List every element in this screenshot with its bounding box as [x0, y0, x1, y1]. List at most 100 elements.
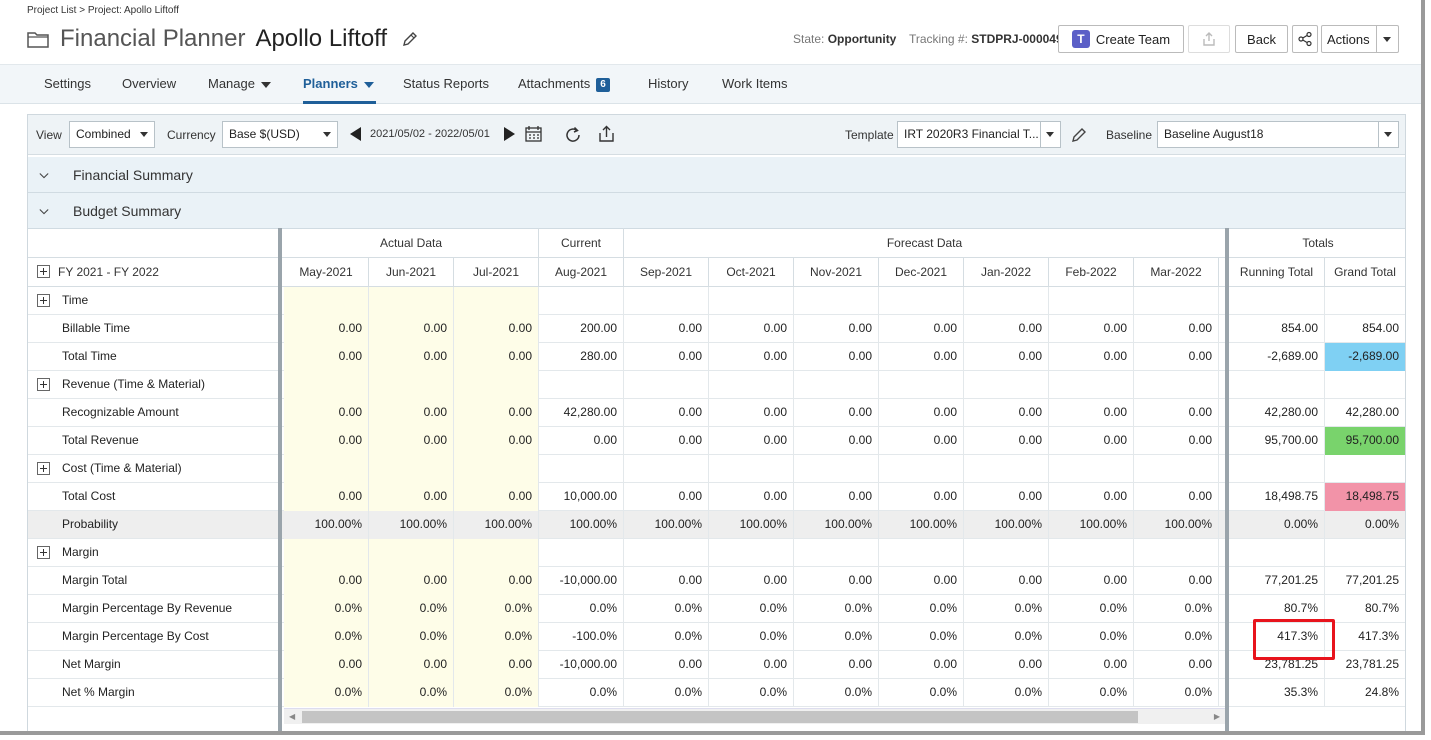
actions-button[interactable]: Actions: [1321, 25, 1399, 53]
baseline-select[interactable]: Baseline August18: [1157, 121, 1399, 148]
grid-cell[interactable]: 0.0%: [369, 679, 454, 707]
row-label[interactable]: Time: [28, 287, 278, 315]
scrollbar-thumb[interactable]: [302, 711, 1138, 723]
grid-cell[interactable]: [369, 539, 454, 567]
export-icon[interactable]: [598, 125, 615, 143]
grid-cell[interactable]: 0.0%: [454, 679, 539, 707]
grid-cell[interactable]: [369, 287, 454, 315]
grand-total-cell: 18,498.75: [1325, 483, 1405, 511]
grid-cell[interactable]: 0.00: [454, 399, 539, 427]
grid-cell[interactable]: 0.0%: [369, 623, 454, 651]
grid-cell[interactable]: 100.00%: [454, 511, 539, 539]
tab-planners[interactable]: Planners: [303, 65, 376, 104]
grid-cell[interactable]: 0.00: [284, 315, 369, 343]
grid-cell[interactable]: 0.00: [369, 483, 454, 511]
grid-cell[interactable]: [369, 455, 454, 483]
calendar-icon[interactable]: [525, 125, 542, 142]
grid-cell[interactable]: 0.0%: [369, 595, 454, 623]
grid-cell[interactable]: 0.0%: [284, 623, 369, 651]
tab-work-items[interactable]: Work Items: [722, 76, 788, 91]
grid-cell[interactable]: [284, 455, 369, 483]
row-label[interactable]: Cost (Time & Material): [28, 455, 278, 483]
financial-summary-header[interactable]: Financial Summary: [28, 157, 1405, 193]
grid-cell[interactable]: 0.0%: [454, 623, 539, 651]
plus-icon[interactable]: [37, 462, 50, 475]
grid-cell[interactable]: 0.0%: [454, 595, 539, 623]
grid-cell[interactable]: [454, 455, 539, 483]
back-button[interactable]: Back: [1235, 25, 1288, 53]
pencil-icon[interactable]: [401, 30, 419, 48]
right-splitter[interactable]: [1225, 228, 1229, 731]
tab-attachments[interactable]: Attachments 6: [518, 65, 610, 104]
row-label[interactable]: Margin: [28, 539, 278, 567]
grid-cell[interactable]: 0.00: [454, 651, 539, 679]
scroll-right-icon[interactable]: ▶: [1213, 712, 1220, 721]
chevron-down-icon: [317, 122, 337, 147]
plus-icon[interactable]: [37, 378, 50, 391]
grid-cell[interactable]: [454, 287, 539, 315]
plus-icon[interactable]: [37, 265, 50, 278]
grid-cell[interactable]: [454, 371, 539, 399]
plus-icon[interactable]: [37, 294, 50, 307]
left-splitter[interactable]: [278, 228, 282, 731]
tab-manage[interactable]: Manage: [208, 65, 271, 104]
tab-status-reports[interactable]: Status Reports: [403, 76, 489, 91]
grid-cell[interactable]: 0.00: [454, 343, 539, 371]
pencil-icon[interactable]: [1070, 126, 1088, 144]
row-label: Recognizable Amount: [28, 399, 278, 427]
grid-cell: 0.0%: [709, 679, 794, 707]
tab-history[interactable]: History: [648, 76, 689, 91]
grid-cell: [1134, 455, 1219, 483]
grid-cell[interactable]: 0.00: [284, 399, 369, 427]
next-arrow-icon[interactable]: [503, 127, 515, 141]
tab-overview[interactable]: Overview: [122, 76, 177, 91]
grid-cell[interactable]: 0.00: [454, 427, 539, 455]
date-range[interactable]: 2021/05/02 - 2022/05/01: [370, 128, 490, 140]
grid-cell[interactable]: [284, 287, 369, 315]
view-select[interactable]: Combined: [69, 121, 155, 148]
row-label[interactable]: Revenue (Time & Material): [28, 371, 278, 399]
grid-cell[interactable]: [284, 539, 369, 567]
grid-cell[interactable]: 0.00: [369, 315, 454, 343]
grid-cell[interactable]: 0.0%: [284, 679, 369, 707]
grid-cell[interactable]: 0.0%: [284, 595, 369, 623]
grid-cell[interactable]: [369, 371, 454, 399]
grid-cell[interactable]: 100.00%: [284, 511, 369, 539]
horizontal-scrollbar[interactable]: ◀ ▶: [284, 708, 1225, 724]
grid-cell[interactable]: 0.00: [454, 483, 539, 511]
grid-cell[interactable]: 0.00: [284, 651, 369, 679]
grid-cell[interactable]: 0.00: [284, 427, 369, 455]
currency-select[interactable]: Base $(USD): [222, 121, 338, 148]
actual-data-header: Actual Data: [284, 228, 539, 257]
grid-cell[interactable]: [454, 539, 539, 567]
scroll-left-icon[interactable]: ◀: [289, 712, 296, 721]
grid-cell[interactable]: 0.00: [369, 427, 454, 455]
budget-summary-header[interactable]: Budget Summary: [28, 193, 1405, 229]
grid-cell: -10,000.00: [539, 651, 624, 679]
template-select[interactable]: IRT 2020R3 Financial T...: [897, 121, 1061, 148]
grid-cell[interactable]: [284, 371, 369, 399]
grid-cell[interactable]: 0.00: [284, 483, 369, 511]
refresh-icon[interactable]: [564, 126, 582, 144]
grid-cell: [539, 287, 624, 315]
grid-cell: [1134, 539, 1219, 567]
plus-icon[interactable]: [37, 546, 50, 559]
create-team-button[interactable]: T Create Team: [1058, 25, 1184, 53]
grid-cell[interactable]: 0.00: [369, 567, 454, 595]
grid-cell[interactable]: 0.00: [454, 567, 539, 595]
grid-cell: 0.0%: [624, 595, 709, 623]
prev-arrow-icon[interactable]: [350, 127, 362, 141]
grid-cell[interactable]: 0.00: [369, 399, 454, 427]
network-share-button[interactable]: [1292, 25, 1318, 53]
grid-cell[interactable]: 0.00: [369, 651, 454, 679]
grid-cell[interactable]: 0.00: [369, 343, 454, 371]
share-button[interactable]: [1188, 25, 1230, 53]
grid-cell[interactable]: 0.00: [284, 567, 369, 595]
breadcrumb-project[interactable]: Project: Apollo Liftoff: [87, 5, 179, 16]
grid-cell[interactable]: 100.00%: [369, 511, 454, 539]
month-header: Feb-2022: [1049, 258, 1134, 286]
grid-cell[interactable]: 0.00: [454, 315, 539, 343]
grid-cell[interactable]: 0.00: [284, 343, 369, 371]
breadcrumb-project-list[interactable]: Project List: [27, 5, 77, 16]
tab-settings[interactable]: Settings: [44, 76, 91, 91]
